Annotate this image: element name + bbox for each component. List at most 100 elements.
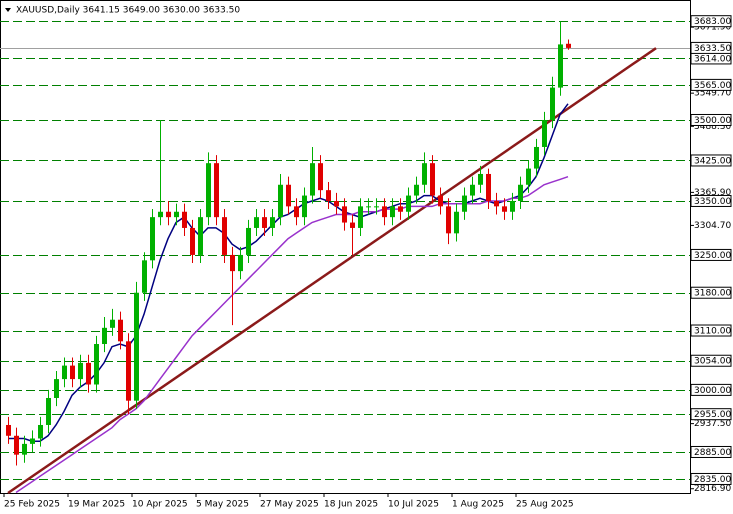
candle-body [14,435,19,455]
candle-body [294,206,299,218]
candle-body [134,292,139,401]
candle-body [86,362,91,385]
level-label: 3350.00 [694,197,731,207]
candle-body [446,206,451,234]
level-box [690,472,732,485]
x-tick-label: 5 May 2025 [196,500,249,510]
y-tick-label: 3488.30 [694,122,731,132]
candle-body [486,173,491,201]
level-box [690,354,732,367]
candle-body [358,206,363,228]
candle-body [318,163,323,191]
level-box [690,154,732,167]
candle-body [54,379,59,398]
candle-body [126,341,131,401]
level-label: 2955.00 [694,410,731,420]
current-price-label: 3633.50 [694,44,731,54]
candle-body [502,206,507,212]
candle-body [198,217,203,255]
candle-body [326,190,331,201]
candle-body [182,211,187,228]
moving-average [8,103,569,442]
candle-body [302,195,307,218]
candle-body [310,163,315,196]
candle-body [438,195,443,207]
candle-body [142,260,147,293]
candle-body [262,217,267,228]
level-label: 3500.00 [694,116,731,126]
candle-body [38,424,43,439]
x-tick-label: 1 Aug 2025 [452,500,504,510]
candle-body [406,195,411,212]
x-tick-label: 25 Aug 2025 [516,500,574,510]
level-label: 3565.00 [694,81,731,91]
candle-body [526,168,531,185]
level-label: 2885.00 [694,448,731,458]
candle-body [374,206,379,208]
y-tick-label: 2816.90 [694,484,731,494]
menu-arrow [5,8,11,12]
candle-body [334,200,339,207]
candle-body [254,217,259,228]
candle-body [166,211,171,218]
candle-body [110,319,115,328]
level-box [690,445,732,458]
y-tick-label: 3304.70 [694,221,731,231]
candle-body [414,184,419,196]
candle-body [478,173,483,185]
candle-body [542,119,547,147]
candle-body [230,254,235,272]
candle-body [390,206,395,218]
level-box [690,286,732,299]
level-label: 3683.00 [694,17,731,27]
candle-body [454,211,459,234]
level-label: 3180.00 [694,289,731,299]
candle-body [534,146,539,169]
candle-body [102,327,107,345]
candle-body [558,44,563,88]
candle-body [190,227,195,255]
candle-body [70,365,75,380]
y-tick-label: 3549.70 [694,89,731,99]
candle-body [174,211,179,218]
candle-body [222,217,227,255]
level-label: 3250.00 [694,251,731,261]
candle-body [158,211,163,218]
trend-line [7,47,657,495]
candle-body [118,319,123,342]
level-box [690,78,732,91]
candle-body [206,163,211,218]
chart-title: XAUUSD,Daily 3641.15 3649.00 3630.00 363… [16,6,240,16]
level-label: 3000.00 [694,386,731,396]
candle-body [246,227,251,255]
x-tick-label: 10 Apr 2025 [132,500,188,510]
candle-body [550,87,555,120]
y-tick-label: 2937.50 [694,419,731,429]
candle-body [422,163,427,185]
y-tick-label: 3671.90 [694,23,731,33]
candle-body [510,200,515,212]
candle-body [398,206,403,212]
x-tick-label: 19 Mar 2025 [68,500,125,510]
candle-body [470,184,475,196]
level-label: 3110.00 [694,327,731,337]
candle-body [62,365,67,380]
level-box [690,113,732,126]
y-tick-label: 3365.90 [694,188,731,198]
level-box [690,15,732,28]
candle-body [366,206,371,208]
candle-body [286,184,291,207]
candle-body [278,184,283,218]
candle-body [150,217,155,261]
candle-body [214,163,219,218]
x-tick-label: 18 Jun 2025 [324,500,378,510]
candle-body [350,222,355,228]
candle-body [94,344,99,385]
level-label: 3425.00 [694,156,731,166]
candle-body [238,254,243,272]
level-box [690,408,732,421]
level-label: 3054.00 [694,357,731,367]
plot-frame [0,0,691,494]
moving-average [15,175,569,494]
